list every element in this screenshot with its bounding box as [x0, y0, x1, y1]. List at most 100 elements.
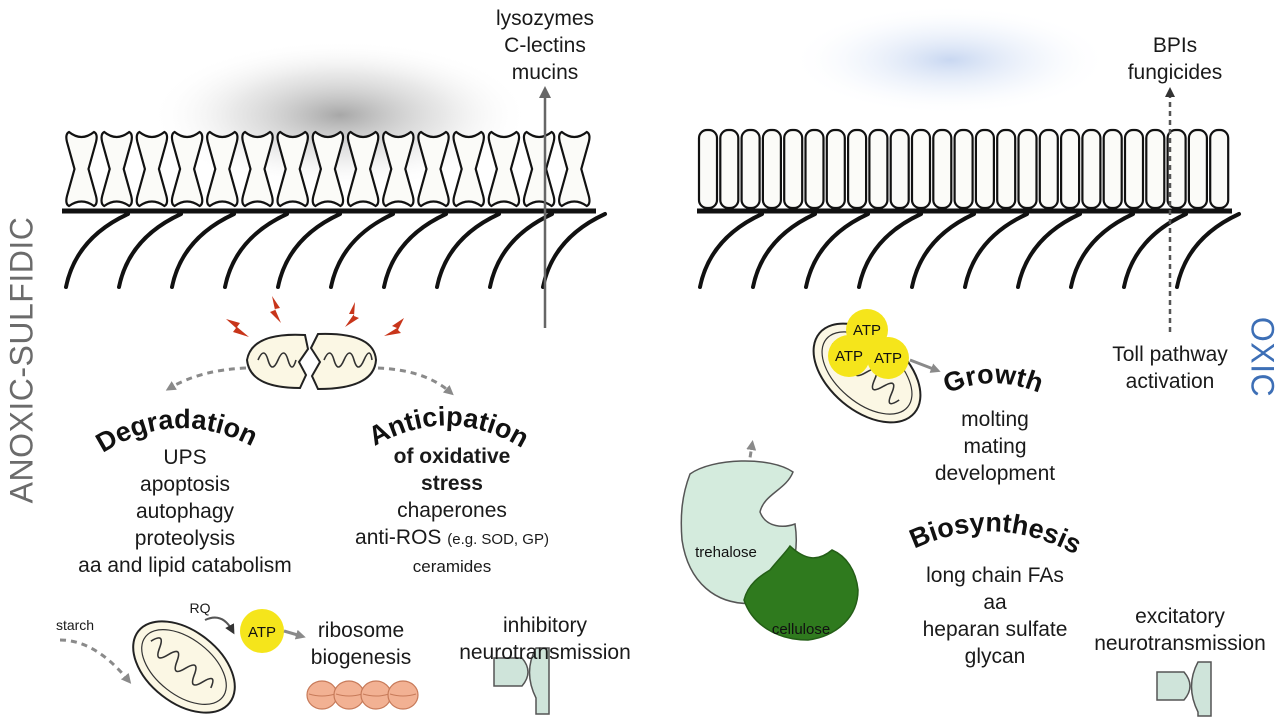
atp-label: ATP — [835, 348, 863, 365]
epithelial-cell — [761, 128, 783, 210]
trehalose-label: trehalose — [695, 544, 757, 561]
inhibitory-synapse-icon — [493, 647, 550, 715]
cuticle-fiber — [223, 212, 289, 289]
rq-label: RQ — [189, 600, 211, 616]
biosynthesis-list: long chain FAs aa heparan sulfate glycan — [905, 562, 1085, 670]
epithelial-cell — [170, 130, 204, 208]
epithelial-cell — [974, 128, 996, 210]
degradation-list: UPS apoptosis autophagy proteolysis aa a… — [55, 444, 315, 579]
epithelial-cell — [206, 130, 239, 208]
atp-circle — [828, 335, 870, 377]
epithelial-cell — [825, 128, 846, 210]
growth-title: Growth — [939, 359, 1047, 399]
epithelial-cell — [1209, 128, 1230, 210]
cuticle-fiber — [804, 212, 870, 289]
anticipation-list: of oxidative stress chaperones anti-ROS … — [322, 443, 582, 580]
inhibitory-neurotransmission-label: inhibitory neurotransmission — [459, 614, 631, 664]
biosynthesis-item: aa — [983, 591, 1007, 614]
epithelial-cell — [889, 128, 910, 210]
epithelial-cell — [846, 128, 868, 210]
oxic-cuticle-fibers — [698, 212, 1241, 289]
anticipation-subtitle: stress — [421, 472, 483, 495]
atp-to-ribosome-arrow — [283, 629, 306, 640]
cuticle-fiber — [117, 212, 183, 289]
epithelial-cell — [65, 130, 98, 208]
epithelial-cell — [522, 130, 556, 208]
oxic-epithelium — [697, 128, 1230, 210]
lightning-icon — [384, 318, 404, 336]
oxygen-glow — [790, 5, 1110, 115]
anticipation-item: chaperones — [397, 499, 507, 522]
biosynthesis-item: glycan — [964, 645, 1026, 668]
lightning-icon — [270, 296, 281, 323]
ribosome-biogenesis-label: ribosome biogenesis — [310, 619, 412, 669]
broken-mitochondrion-icon — [245, 332, 378, 391]
epithelial-cell — [1166, 128, 1187, 210]
degradation-item: aa and lipid catabolism — [78, 554, 292, 577]
rq-arrow — [204, 616, 235, 635]
atp-circle — [867, 337, 909, 379]
anoxic-side-label: ANOXIC-SULFIDIC — [3, 216, 40, 504]
trehalose-shape — [680, 460, 797, 605]
cuticle-fiber — [541, 212, 607, 289]
cuticle-fiber — [382, 212, 448, 289]
epithelial-cell — [346, 130, 380, 208]
anticipation-subtitle: of oxidative — [393, 445, 511, 468]
anoxic-cuticle-fibers — [64, 212, 607, 289]
epithelial-cell — [241, 130, 274, 208]
secreted-item: fungicides — [1127, 61, 1223, 84]
cellulose-label: cellulose — [772, 621, 830, 638]
anticipation-item: ceramides — [412, 557, 492, 576]
cuticle-fiber — [329, 212, 395, 289]
growth-item: mating — [963, 435, 1027, 458]
cuticle-fiber — [276, 212, 342, 289]
atp-label: ATP — [248, 624, 276, 641]
starch-label: starch — [55, 617, 95, 633]
to-anticipation-arrow — [377, 366, 454, 396]
ribosome — [387, 680, 419, 710]
starch-arrow — [59, 638, 132, 684]
secreted-item: mucins — [511, 61, 579, 84]
atp-to-growth-arrow — [909, 358, 941, 373]
excitatory-neurotransmission-label: excitatory neurotransmission — [1094, 605, 1266, 655]
epithelial-cell — [719, 128, 740, 210]
atp-label: ATP — [874, 350, 902, 367]
toll-pathway-label: Toll pathway activation — [1112, 343, 1228, 393]
lightning-icons — [226, 296, 404, 337]
epithelial-cell — [1059, 128, 1081, 210]
epithelial-cell — [558, 130, 591, 208]
biosynthesis-item: heparan sulfate — [922, 618, 1068, 641]
growth-item: development — [934, 462, 1056, 485]
ribosome-icons — [306, 680, 419, 710]
cuticle-fiber — [1069, 212, 1135, 289]
ribosome-subunit-line — [335, 693, 363, 697]
epithelial-cell — [910, 128, 932, 210]
epithelial-cell — [804, 128, 825, 210]
epithelial-cell — [1081, 128, 1102, 210]
epithelial-cell — [1187, 128, 1209, 210]
biosynthesis-item: long chain FAs — [926, 564, 1064, 587]
epithelial-cell — [953, 128, 974, 210]
epithelial-cell — [382, 130, 415, 208]
epithelial-cell — [417, 130, 450, 208]
epithelial-cell — [1017, 128, 1038, 210]
epithelial-cell — [996, 128, 1017, 210]
mitochondrion-icon — [132, 620, 236, 714]
degradation-item: UPS — [163, 446, 207, 469]
epithelial-cell — [1102, 128, 1123, 210]
epithelial-cell — [740, 128, 761, 210]
epithelial-cell — [452, 130, 485, 208]
cuticle-fiber — [963, 212, 1029, 289]
ribosome-subunit-line — [389, 693, 417, 697]
growth-list: molting mating development — [910, 406, 1080, 487]
cuticle-fiber — [751, 212, 817, 289]
anoxic-secreted-list: lysozymes C-lectins mucins — [470, 5, 620, 86]
lightning-icon — [345, 302, 359, 327]
cuticle-fiber — [1122, 212, 1188, 289]
secreted-item: C-lectins — [504, 34, 586, 57]
epithelial-cell — [697, 128, 719, 210]
anticipation-item-note: (e.g. SOD, GP) — [447, 531, 549, 548]
epithelial-cell — [868, 128, 889, 210]
epithelial-cell — [311, 130, 345, 208]
